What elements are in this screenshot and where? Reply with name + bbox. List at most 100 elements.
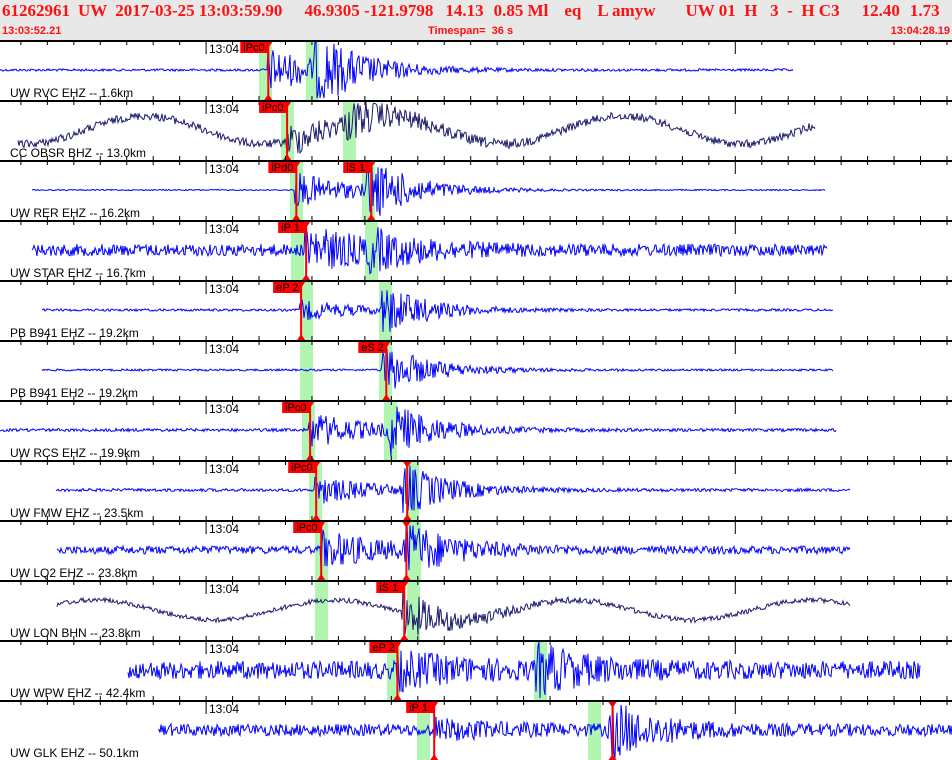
trace-row: 13:04 iP 1 UW STAR EHZ -- 16.7km bbox=[0, 216, 952, 280]
pick-marker-down-icon bbox=[312, 462, 321, 468]
trace-row: 13:04 iS 1 UW LON BHN -- 23.8km bbox=[0, 576, 952, 640]
phase-pick[interactable]: eP 2 bbox=[273, 282, 306, 340]
waveform bbox=[157, 701, 952, 759]
trace-row: 13:04 iPc0 CC OBSR BHZ -- 13.0km bbox=[0, 96, 952, 160]
time-tick-label: 13:04 bbox=[209, 282, 239, 296]
pick-label: iS 1 bbox=[346, 162, 365, 174]
phase-pick[interactable]: iS 1 bbox=[343, 162, 376, 220]
phase-pick[interactable]: eP 2 bbox=[369, 642, 402, 700]
phase-pick[interactable]: eS 2 bbox=[358, 342, 391, 400]
pick-marker-up-icon bbox=[403, 514, 412, 520]
pick-marker-down-icon bbox=[382, 342, 391, 348]
phase-pick[interactable]: iPc0 bbox=[259, 102, 292, 160]
timespan: Timespan= 36 s bbox=[428, 25, 514, 37]
magnitude: 0.85 Ml bbox=[493, 1, 549, 20]
pick-marker-up-icon bbox=[608, 754, 617, 760]
phase-pick[interactable]: iPd0 bbox=[268, 162, 301, 220]
trace-row: 13:04 iPc0 UW LQ2 EHZ -- 23.8km bbox=[0, 516, 952, 580]
p-window bbox=[300, 280, 313, 340]
pick-marker-up-icon bbox=[264, 94, 273, 100]
station-label: UW RCS EHZ -- 19.9km bbox=[10, 446, 140, 460]
station-label: UW LON BHN -- 23.8km bbox=[10, 626, 141, 640]
waveform bbox=[56, 588, 851, 636]
station-label: UW GLK EHZ -- 50.1km bbox=[10, 746, 139, 760]
event-header: 61262961 UW 2017-03-25 13:03:59.90 46.9305 … bbox=[0, 0, 952, 40]
depth: 14.13 bbox=[445, 1, 484, 20]
value-1: 12.40 bbox=[861, 1, 900, 20]
time-tick-label: 13:04 bbox=[209, 222, 239, 236]
trace-row: 13:04 iPc0 UW FMW EHZ -- 23.5km bbox=[0, 456, 952, 520]
trace-row: 13:04 eS 2 PB B941 EH2 -- 19.2km bbox=[0, 336, 952, 400]
pick-marker-down-icon bbox=[264, 42, 273, 48]
pick-label-box bbox=[282, 402, 311, 413]
phase-pick[interactable] bbox=[608, 702, 617, 760]
waveform bbox=[41, 348, 834, 389]
pick-marker-down-icon bbox=[608, 702, 617, 708]
event-type: eq bbox=[564, 1, 582, 20]
pick-marker-down-icon bbox=[317, 522, 326, 528]
station-label: UW STAR EHZ -- 16.7km bbox=[10, 266, 146, 280]
event-id: 61262961 bbox=[2, 1, 70, 20]
waveform bbox=[31, 162, 826, 216]
pick-label: eP 2 bbox=[372, 642, 394, 654]
time-tick-label: 13:04 bbox=[209, 342, 239, 356]
pick-marker-down-icon bbox=[400, 582, 409, 588]
pick-label-box bbox=[406, 702, 435, 713]
trace-row: 13:04 iPc0 UW RVC EHZ -- 1.6km bbox=[0, 40, 952, 100]
phase-pick[interactable]: iPc0 bbox=[288, 462, 321, 520]
trace-row: 13:04 iP 1 UW GLK EHZ -- 50.1km bbox=[0, 696, 952, 760]
station-label: UW FMW EHZ -- 23.5km bbox=[10, 506, 143, 520]
station-label: UW RVC EHZ -- 1.6km bbox=[10, 86, 133, 100]
pick-marker-down-icon bbox=[306, 402, 315, 408]
pick-marker-down-icon bbox=[283, 102, 292, 108]
phase-pick[interactable]: iS 1 bbox=[376, 582, 409, 640]
station-label: UW RER EHZ -- 16.2km bbox=[10, 206, 140, 220]
pick-label: iPc0 bbox=[296, 522, 317, 534]
pick-label-box bbox=[259, 102, 288, 113]
phase-pick[interactable] bbox=[402, 522, 411, 580]
pick-marker-up-icon bbox=[367, 214, 376, 220]
pick-marker-down-icon bbox=[402, 522, 411, 528]
phase-pick[interactable]: iPc0 bbox=[240, 42, 273, 100]
phase-pick[interactable]: iPc0 bbox=[293, 522, 326, 580]
start-time: 13:03:52.21 bbox=[2, 25, 62, 37]
seismogram-panel[interactable]: 13:04 iPc0 UW RVC EHZ -- 1.6km 13:04 iPc0 CC … bbox=[0, 40, 952, 760]
phase-pick[interactable]: iP 1 bbox=[278, 222, 311, 280]
waveform bbox=[56, 521, 851, 571]
pick-label-box bbox=[369, 642, 398, 653]
event-summary: 61262961 UW 2017-03-25 13:03:59.90 46.9305 … bbox=[2, 1, 952, 21]
pick-marker-down-icon bbox=[292, 162, 301, 168]
time-tick-label: 13:04 bbox=[209, 402, 239, 416]
pick-label: iPc0 bbox=[243, 42, 264, 54]
pick-label-box bbox=[288, 462, 317, 473]
pick-marker-up-icon bbox=[302, 274, 311, 280]
pick-marker-up-icon bbox=[297, 334, 306, 340]
p-window bbox=[417, 700, 430, 760]
pick-label-box bbox=[358, 342, 387, 353]
pick-marker-up-icon bbox=[317, 574, 326, 580]
pick-label: iP 1 bbox=[281, 222, 300, 234]
pick-marker-down-icon bbox=[367, 162, 376, 168]
pick-marker-up-icon bbox=[400, 634, 409, 640]
time-tick-label: 13:04 bbox=[209, 42, 239, 56]
waveform bbox=[127, 641, 921, 699]
s-window bbox=[407, 580, 420, 640]
phase-pick[interactable]: iP 1 bbox=[406, 702, 439, 760]
station-label: PB B941 EHZ -- 19.2km bbox=[10, 326, 139, 340]
phase-pick[interactable]: iPc0 bbox=[282, 402, 315, 460]
origin-time: 2017-03-25 13:03:59.90 bbox=[115, 1, 283, 20]
pick-marker-up-icon bbox=[402, 574, 411, 580]
pick-marker-down-icon bbox=[403, 462, 412, 468]
time-tick-label: 13:04 bbox=[209, 462, 239, 476]
pick-label-box bbox=[278, 222, 307, 233]
s-window bbox=[384, 400, 397, 460]
station-label: CC OBSR BHZ -- 13.0km bbox=[10, 146, 146, 160]
pick-label: iS 1 bbox=[379, 582, 398, 594]
station-label: UW LQ2 EHZ -- 23.8km bbox=[10, 566, 137, 580]
waveform bbox=[17, 101, 816, 155]
phase-pick[interactable] bbox=[403, 462, 412, 520]
waveform bbox=[55, 465, 851, 514]
pick-label-box bbox=[268, 162, 297, 173]
pick-marker-up-icon bbox=[312, 514, 321, 520]
pick-label: iPc0 bbox=[262, 102, 283, 114]
